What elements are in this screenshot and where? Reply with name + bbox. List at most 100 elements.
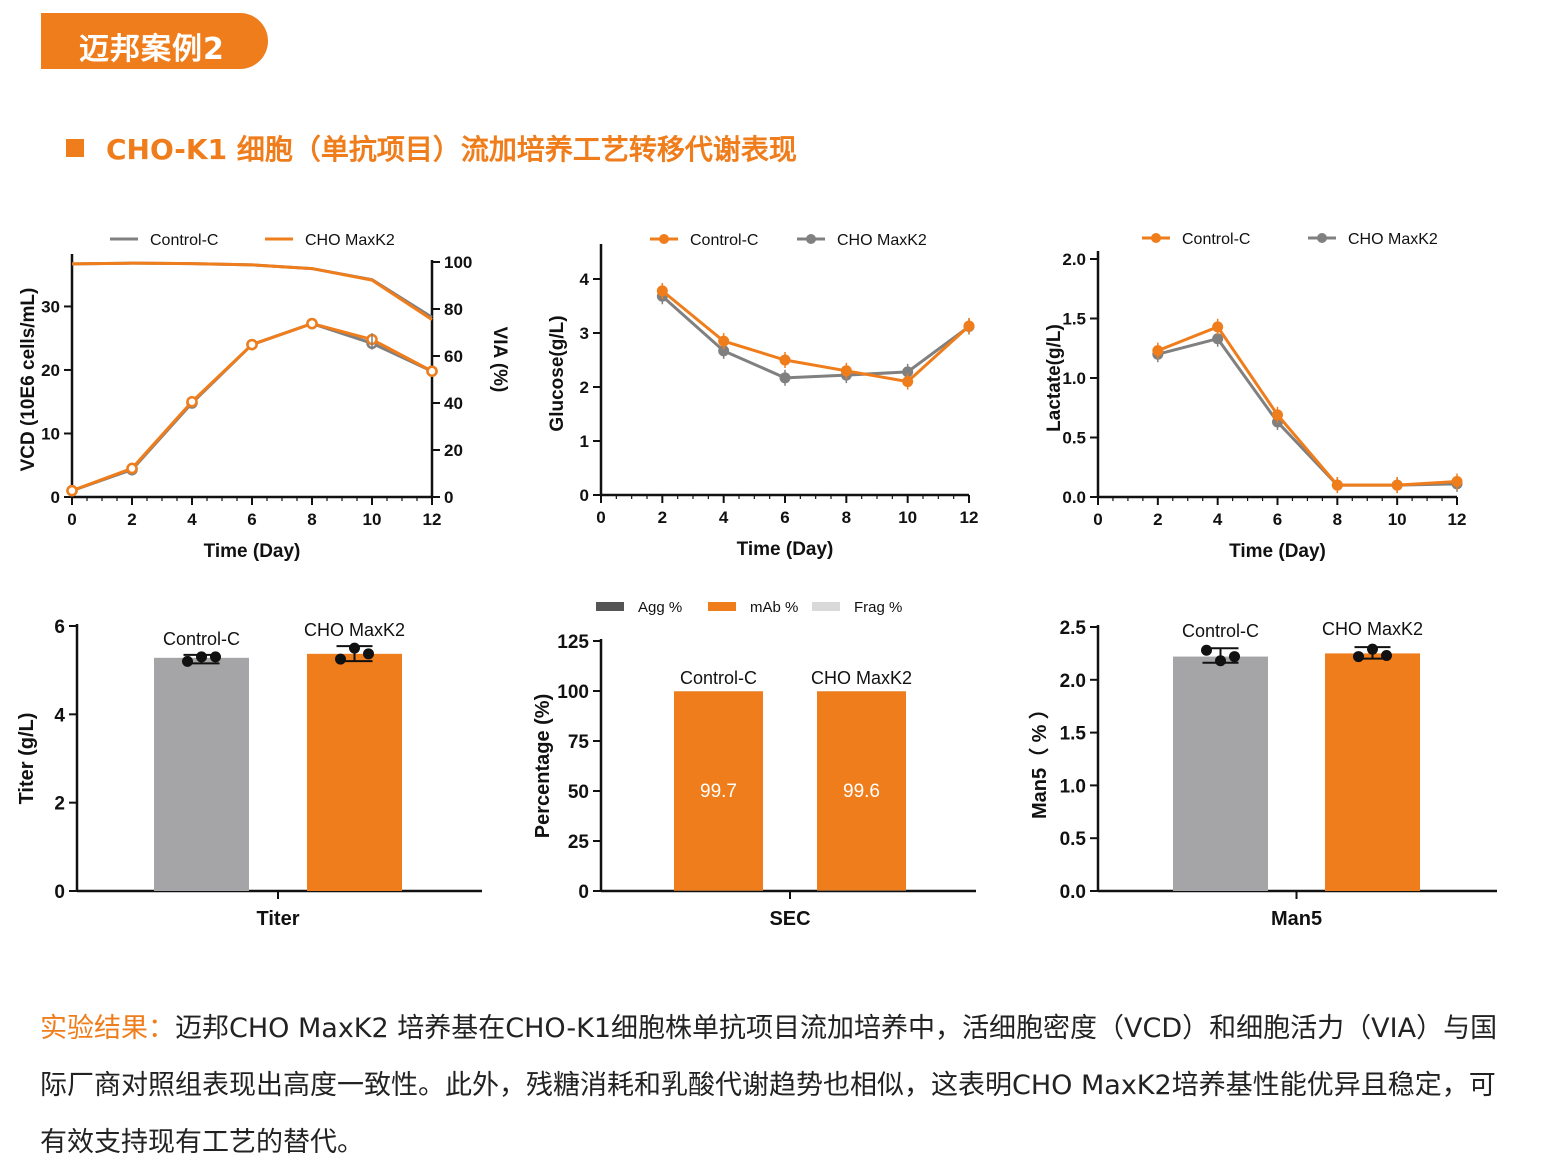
y-tick-label: 0.0 [1060,882,1086,903]
y-tick-label: 3 [580,324,589,343]
series-line-1 [1158,339,1457,485]
x-tick-label: 4 [719,508,729,527]
y-axis-label: Lactate(g/L) [1044,324,1065,432]
x-tick-label: 4 [1213,510,1223,529]
series-point [780,355,791,366]
series-point [1392,480,1403,491]
bar-data-label: 99.6 [843,781,880,802]
x-tick-label: 12 [423,510,442,529]
y-axis-label: VCD (10E6 cells/mL) [18,288,39,472]
series-point [780,372,791,383]
replicate-point [196,651,207,662]
y-tick-label: 2.0 [1062,250,1086,269]
y-tick-label: 125 [557,632,589,653]
x-axis-label: Time (Day) [737,539,834,560]
x-tick-label: 10 [898,508,917,527]
legend-label-0: Control-C [1182,231,1250,248]
replicate-point [1201,645,1212,656]
y-tick-label: 4 [580,270,590,289]
series-point [841,365,852,376]
series-point [128,464,137,473]
series-line-3 [72,263,432,319]
result-label: 实验结果： [40,1013,175,1044]
series-point [308,319,317,328]
legend-label-2: Frag % [854,599,902,616]
replicate-point [363,648,374,659]
replicate-point [1215,655,1226,666]
bar-category-label: CHO MaxK2 [811,668,912,688]
replicate-point [1353,651,1364,662]
y-tick-label: 50 [568,782,589,803]
x-tick-label: 0 [596,508,605,527]
bar [1325,653,1420,891]
y2-tick-label: 20 [444,441,463,460]
y-tick-label: 1.5 [1060,724,1087,745]
x-axis-label: Man5 [1271,908,1322,930]
series-point [1452,476,1463,487]
replicate-point [1229,651,1240,662]
x-axis-label: Time (Day) [1229,541,1326,562]
y-tick-label: 10 [41,424,60,443]
y-tick-label: 30 [41,297,60,316]
y2-tick-label: 60 [444,347,463,366]
x-tick-label: 6 [780,508,789,527]
series-line-0 [1158,327,1457,485]
x-tick-label: 8 [1333,510,1342,529]
bar-segment-0 [817,890,906,891]
y-tick-label: 1 [580,432,589,451]
series-point [1332,480,1343,491]
result-text: 迈邦CHO MaxK2 培养基在CHO-K1细胞株单抗项目流加培养中，活细胞密度… [40,1013,1497,1158]
y-tick-label: 1.0 [1062,369,1086,388]
legend-marker-0 [659,234,669,244]
legend-label-0: Agg % [638,599,682,616]
y-axis-label: Man5（ % ） [1028,699,1051,819]
bar [154,658,249,891]
replicate-point [1367,644,1378,655]
y-axis-label: Titer (g/L) [16,713,38,805]
y-tick-label: 0 [578,882,589,903]
y-tick-label: 0 [54,882,65,903]
y2-tick-label: 40 [444,394,463,413]
y-tick-label: 0.5 [1060,829,1087,850]
y-tick-label: 100 [557,682,589,703]
legend-marker-0 [1151,233,1161,243]
bar-category-label: CHO MaxK2 [304,620,405,640]
y-tick-label: 4 [54,705,65,726]
x-tick-label: 6 [247,510,256,529]
y-tick-label: 0 [51,488,60,507]
series-point [68,486,77,495]
legend-label-1: CHO MaxK2 [305,232,395,249]
y-tick-label: 0.5 [1062,429,1086,448]
bar-data-label: 99.7 [700,781,737,802]
y-tick-label: 0.0 [1062,488,1086,507]
bar [1173,657,1268,891]
series-point [964,320,975,331]
legend-swatch-0 [596,602,624,611]
legend-marker-1 [1317,233,1327,243]
series-point [188,397,197,406]
x-axis-label: SEC [769,908,810,930]
series-point [428,367,437,376]
legend-label-1: CHO MaxK2 [837,232,927,249]
y2-tick-label: 0 [444,488,453,507]
replicate-point [1381,650,1392,661]
y-axis-label: Glucose(g/L) [547,315,568,431]
y-tick-label: 0 [580,486,589,505]
series-point [718,336,729,347]
x-tick-label: 8 [307,510,316,529]
x-tick-label: 0 [1093,510,1102,529]
legend-label-1: CHO MaxK2 [1348,231,1438,248]
y2-tick-label: 100 [444,253,472,272]
series-point [1212,321,1223,332]
replicate-point [349,643,360,654]
y2-axis-label: VIA (%) [489,327,510,393]
x-axis-label: Time (Day) [204,541,301,562]
replicate-point [210,651,221,662]
legend-marker-1 [806,234,816,244]
y-tick-label: 2.5 [1060,618,1087,639]
series-point [1152,345,1163,356]
series-point [1272,409,1283,420]
x-axis-label: Titer [257,908,300,930]
y-tick-label: 20 [41,361,60,380]
series-line-2 [72,263,432,317]
